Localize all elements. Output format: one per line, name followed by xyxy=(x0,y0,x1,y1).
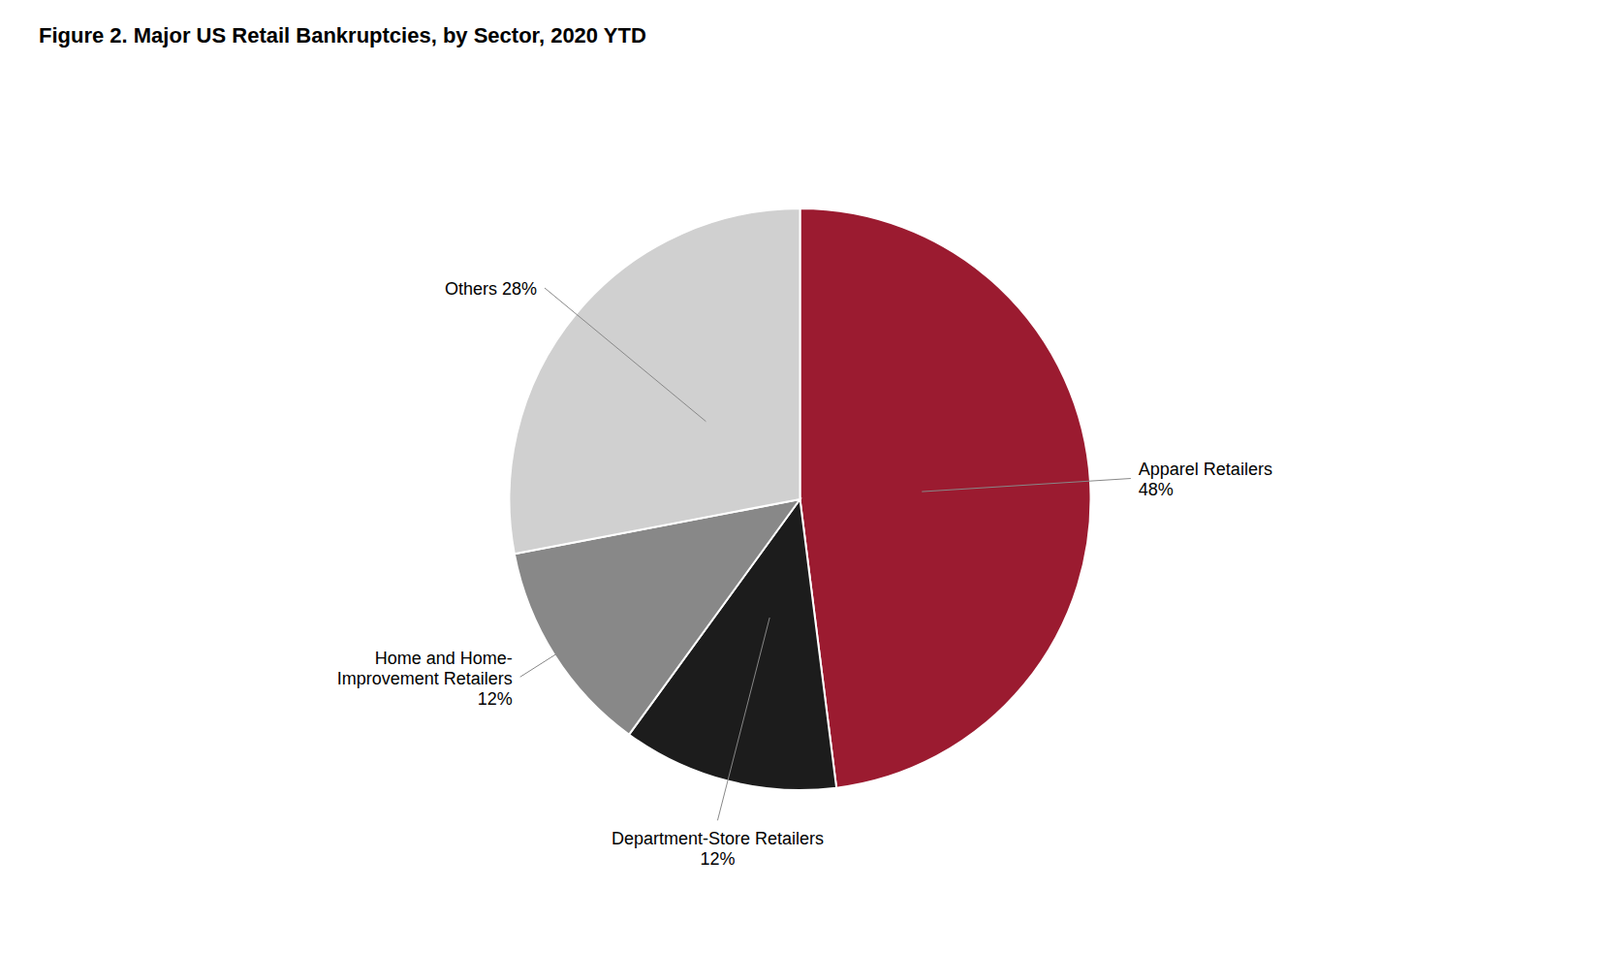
slice-label: Home and Home-Improvement Retailers12% xyxy=(337,648,513,709)
chart: Figure 2. Major US Retail Bankruptcies, … xyxy=(0,0,1600,953)
pie-slice xyxy=(509,208,801,554)
slice-label: Others 28% xyxy=(444,279,537,299)
pie: Apparel Retailers48% Department-Store Ret… xyxy=(337,208,1273,869)
leader-line xyxy=(520,564,697,678)
leader-line xyxy=(921,478,1131,493)
leader-line xyxy=(544,287,706,422)
pie-slice xyxy=(800,208,1092,788)
chart-title: Figure 2. Major US Retail Bankruptcies, … xyxy=(38,23,647,48)
leader-line xyxy=(717,617,770,820)
slice-label: Apparel Retailers48% xyxy=(1138,459,1273,500)
slice-label: Department-Store Retailers12% xyxy=(611,828,824,869)
